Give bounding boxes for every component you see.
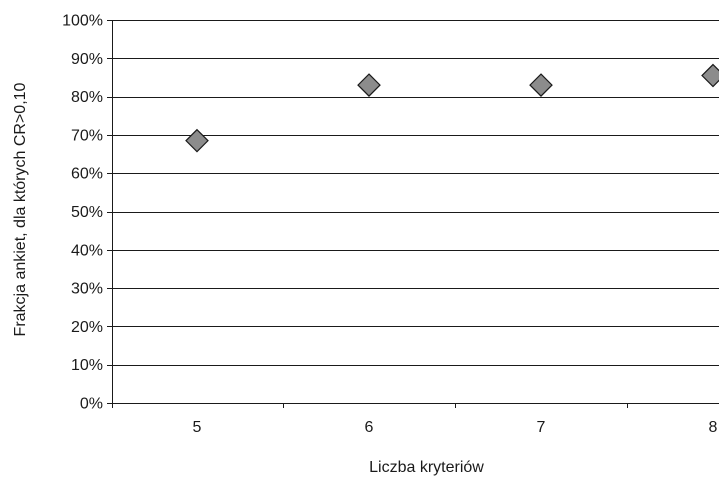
axes — [107, 20, 719, 408]
data-point — [185, 128, 209, 153]
y-axis-title: Frakcja ankiet, dla których CR>0,10 — [12, 82, 29, 336]
y-tick-label: 100% — [62, 13, 103, 30]
x-tick-label: 6 — [365, 419, 374, 436]
y-tick-label: 80% — [71, 89, 103, 106]
y-tick-label: 40% — [71, 242, 103, 259]
data-points — [185, 63, 719, 153]
data-point — [701, 63, 719, 88]
x-tick-label: 8 — [709, 419, 718, 436]
y-tick-label: 70% — [71, 127, 103, 144]
x-tick-label: 7 — [537, 419, 546, 436]
y-tick-label: 90% — [71, 51, 103, 68]
y-tick-label: 0% — [80, 396, 103, 413]
x-axis-title: Liczba kryteriów — [369, 459, 484, 476]
data-point — [529, 73, 553, 97]
y-tick-label: 50% — [71, 204, 103, 221]
y-tick-label: 30% — [71, 281, 103, 298]
gridlines — [112, 20, 719, 366]
y-tick-label: 10% — [71, 357, 103, 374]
y-tick-label: 20% — [71, 319, 103, 336]
x-tick-label: 5 — [193, 419, 202, 436]
x-tick-labels: 5 6 7 8 — [193, 419, 718, 436]
data-point — [357, 73, 381, 97]
y-tick-label: 60% — [71, 166, 103, 183]
y-tick-labels: 0% 10% 20% 30% 40% 50% 60% 70% 80% 90% 100% — [62, 13, 103, 413]
